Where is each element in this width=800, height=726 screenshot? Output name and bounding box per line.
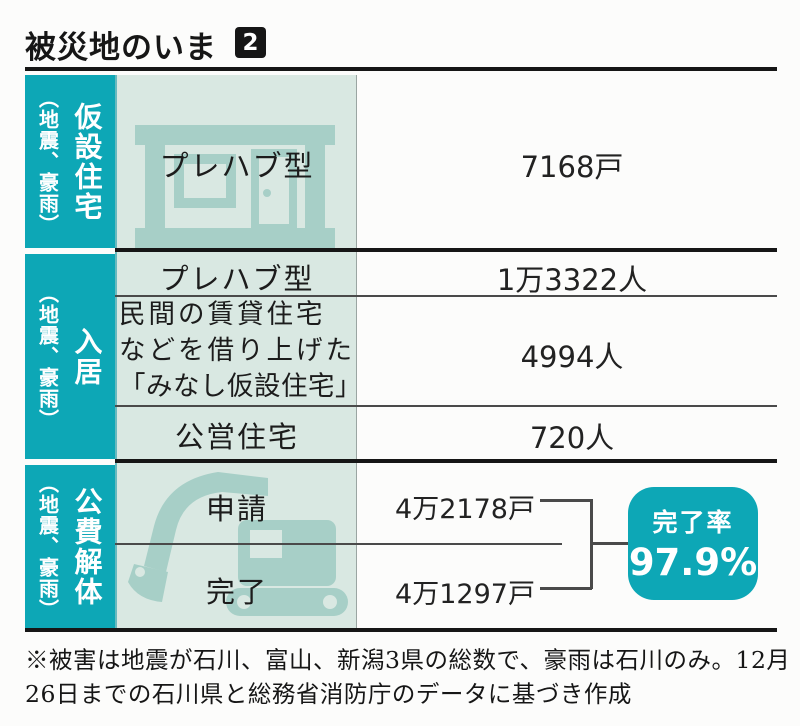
- row-label: 完了: [205, 575, 268, 609]
- row-divider-line: [115, 295, 777, 297]
- bracket-line: [590, 499, 593, 589]
- completion-rate-value: 97.9%: [628, 541, 758, 584]
- row-label-line: などを借り上げた: [119, 335, 355, 366]
- section-sub-label: （地震、豪雨）: [35, 88, 60, 235]
- section-sub-label: （地震、豪雨）: [35, 473, 60, 620]
- section-header-temporary-housing: 仮設住宅 （地震、豪雨）: [25, 75, 115, 248]
- title-number: 2: [242, 29, 259, 56]
- section-main-label: 仮設住宅: [70, 101, 104, 222]
- row-value: 720人: [529, 421, 615, 455]
- bracket-line: [540, 499, 592, 502]
- completion-rate-label: 完了率: [652, 508, 734, 537]
- title-number-badge: 2: [235, 27, 266, 58]
- source-note-line: ※被害は地震が石川、富山、新潟3県の総数で、豪雨は石川のみ。12月: [25, 646, 791, 674]
- row-label: プレハブ型: [159, 262, 315, 296]
- row-divider-line: [115, 405, 777, 407]
- excavator-icon: [128, 472, 348, 616]
- label-column-left-edge: [115, 75, 117, 628]
- row-value: 1万3322人: [496, 263, 648, 297]
- table-bottom-rule: [25, 628, 777, 632]
- section-divider-line: [115, 248, 777, 252]
- source-note: ※被害は地震が石川、富山、新潟3県の総数で、豪雨は石川のみ。12月 26日までの…: [25, 643, 791, 711]
- section-header-text: 公費解体 （地震、豪雨）: [34, 465, 107, 628]
- page-title: 被災地のいま: [25, 30, 217, 66]
- row-label: 公営住宅: [174, 420, 299, 454]
- row-label-multiline: 民間の賃貸住宅 などを借り上げた 「みなし仮設住宅」: [119, 297, 362, 405]
- section-header-public-demolition: 公費解体 （地震、豪雨）: [25, 465, 115, 628]
- row-label: プレハブ型: [159, 149, 315, 183]
- completion-rate-badge: 完了率 97.9%: [628, 487, 758, 600]
- bracket-line: [540, 587, 592, 590]
- section-header-text: 仮設住宅 （地震、豪雨）: [34, 75, 107, 248]
- section-main-label: 入居: [70, 326, 104, 387]
- source-note-line: 26日までの石川県と総務省消防庁のデータに基づき作成: [25, 680, 632, 708]
- row-value: 4万2178戸: [395, 494, 535, 525]
- title-underline: [25, 67, 777, 71]
- row-label-line: 「みなし仮設住宅」: [119, 371, 362, 402]
- label-value-divider: [356, 75, 357, 628]
- row-value: 4万1297戸: [395, 579, 535, 610]
- house-icon: [135, 125, 335, 248]
- row-label-line: 民間の賃貸住宅: [119, 299, 326, 330]
- row-value: 7168戸: [520, 150, 624, 184]
- row-divider-line: [115, 543, 562, 545]
- bracket-line: [592, 542, 628, 545]
- row-value: 4994人: [520, 340, 624, 374]
- section-sub-label: （地震、豪雨）: [35, 283, 60, 430]
- section-header-text: 入居 （地震、豪雨）: [34, 254, 107, 459]
- section-header-occupancy: 入居 （地震、豪雨）: [25, 254, 115, 459]
- row-label: 申請: [205, 492, 268, 526]
- section-main-label: 公費解体: [70, 486, 104, 607]
- section-divider-line: [115, 459, 777, 463]
